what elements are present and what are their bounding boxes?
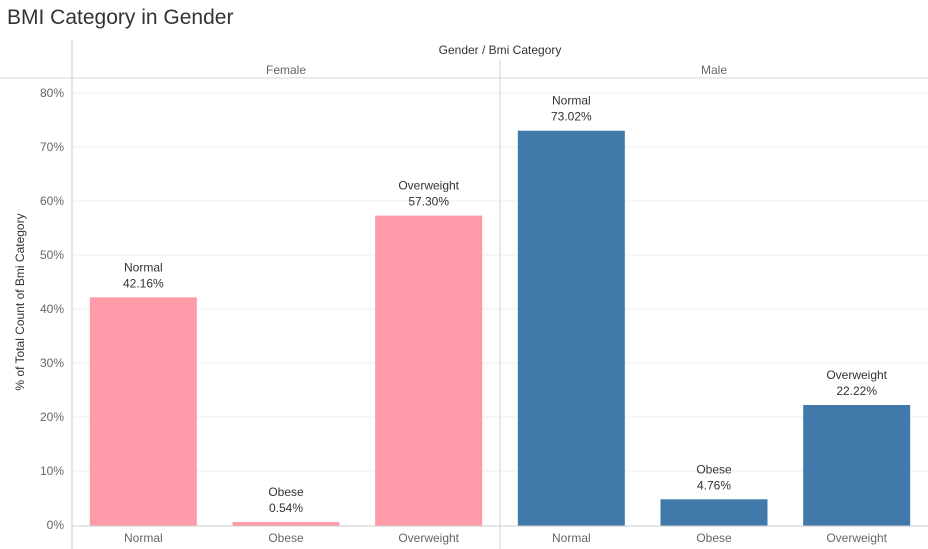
data-label-value: 73.02% xyxy=(551,110,592,124)
bar-male-normal xyxy=(517,130,625,526)
y-tick-label: 60% xyxy=(40,194,64,208)
x-tick-label: Obese xyxy=(696,531,732,545)
y-tick-label: 20% xyxy=(40,410,64,424)
x-tick-label: Overweight xyxy=(398,531,459,545)
data-label-value: 4.76% xyxy=(697,478,731,492)
y-tick-label: 50% xyxy=(40,248,64,262)
x-tick-label: Overweight xyxy=(826,531,887,545)
y-tick-label: 80% xyxy=(40,86,64,100)
x-tick-label: Normal xyxy=(552,531,591,545)
bar-female-overweight xyxy=(375,215,483,526)
y-tick-label: 10% xyxy=(40,464,64,478)
data-label-value: 57.30% xyxy=(408,195,449,209)
panel-label-male: Male xyxy=(701,63,727,77)
bar-female-obese xyxy=(232,522,340,526)
data-label-category: Normal xyxy=(124,260,163,274)
bar-male-obese xyxy=(660,499,768,526)
y-tick-label: 40% xyxy=(40,302,64,316)
data-label-category: Obese xyxy=(696,462,732,476)
data-label-value: 0.54% xyxy=(269,501,303,515)
y-tick-label: 70% xyxy=(40,140,64,154)
data-label-category: Overweight xyxy=(398,179,459,193)
x-tick-label: Normal xyxy=(124,531,163,545)
y-axis-label: % of Total Count of Bmi Category xyxy=(13,213,27,390)
y-tick-label: 30% xyxy=(40,356,64,370)
y-tick-label: 0% xyxy=(47,518,65,532)
data-label-category: Overweight xyxy=(826,368,887,382)
data-label-category: Obese xyxy=(268,485,304,499)
panel-header: Gender / Bmi Category xyxy=(438,43,562,57)
data-label-value: 42.16% xyxy=(123,276,164,290)
chart-title: BMI Category in Gender xyxy=(7,6,234,29)
data-label-value: 22.22% xyxy=(836,384,877,398)
bar-female-normal xyxy=(89,297,197,526)
panel-label-female: Female xyxy=(266,63,306,77)
bar-male-overweight xyxy=(803,405,911,526)
data-label-category: Normal xyxy=(552,94,591,108)
x-tick-label: Obese xyxy=(268,531,304,545)
